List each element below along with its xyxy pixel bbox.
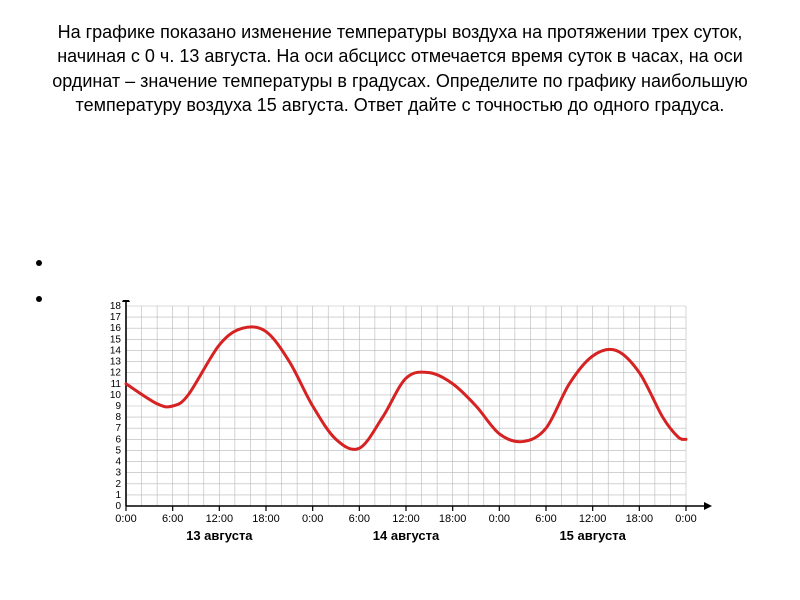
svg-text:8: 8 bbox=[115, 412, 121, 423]
svg-text:0:00: 0:00 bbox=[115, 513, 136, 525]
svg-text:0:00: 0:00 bbox=[675, 513, 696, 525]
svg-text:6:00: 6:00 bbox=[535, 513, 556, 525]
svg-text:3: 3 bbox=[115, 468, 121, 479]
svg-text:0:00: 0:00 bbox=[489, 513, 510, 525]
svg-text:10: 10 bbox=[110, 390, 122, 401]
svg-text:14 августа: 14 августа bbox=[373, 528, 440, 543]
svg-text:16: 16 bbox=[110, 323, 122, 334]
problem-text: На графике показано изменение температур… bbox=[40, 20, 760, 117]
svg-text:18: 18 bbox=[110, 301, 122, 312]
svg-text:5: 5 bbox=[115, 445, 121, 456]
svg-text:17: 17 bbox=[110, 312, 122, 323]
svg-text:13: 13 bbox=[110, 357, 122, 368]
svg-text:15: 15 bbox=[110, 334, 122, 345]
bullet-markers bbox=[36, 260, 42, 332]
svg-text:12: 12 bbox=[110, 368, 122, 379]
svg-text:9: 9 bbox=[115, 401, 121, 412]
svg-text:12:00: 12:00 bbox=[392, 513, 420, 525]
svg-text:6: 6 bbox=[115, 434, 121, 445]
svg-text:18:00: 18:00 bbox=[626, 513, 654, 525]
svg-text:1: 1 bbox=[115, 490, 121, 501]
svg-text:18:00: 18:00 bbox=[439, 513, 467, 525]
svg-text:7: 7 bbox=[115, 423, 121, 434]
svg-text:13 августа: 13 августа bbox=[186, 528, 253, 543]
svg-text:15 августа: 15 августа bbox=[559, 528, 626, 543]
temperature-chart: 01234567891011121314151617180:006:0012:0… bbox=[90, 300, 730, 570]
svg-text:4: 4 bbox=[115, 457, 121, 468]
svg-text:6:00: 6:00 bbox=[162, 513, 183, 525]
svg-text:6:00: 6:00 bbox=[349, 513, 370, 525]
svg-text:14: 14 bbox=[110, 345, 122, 356]
svg-text:18:00: 18:00 bbox=[252, 513, 280, 525]
svg-text:0:00: 0:00 bbox=[302, 513, 323, 525]
svg-text:11: 11 bbox=[111, 379, 122, 390]
svg-text:12:00: 12:00 bbox=[206, 513, 234, 525]
svg-text:2: 2 bbox=[115, 479, 121, 490]
svg-text:12:00: 12:00 bbox=[579, 513, 607, 525]
svg-text:0: 0 bbox=[115, 501, 121, 512]
